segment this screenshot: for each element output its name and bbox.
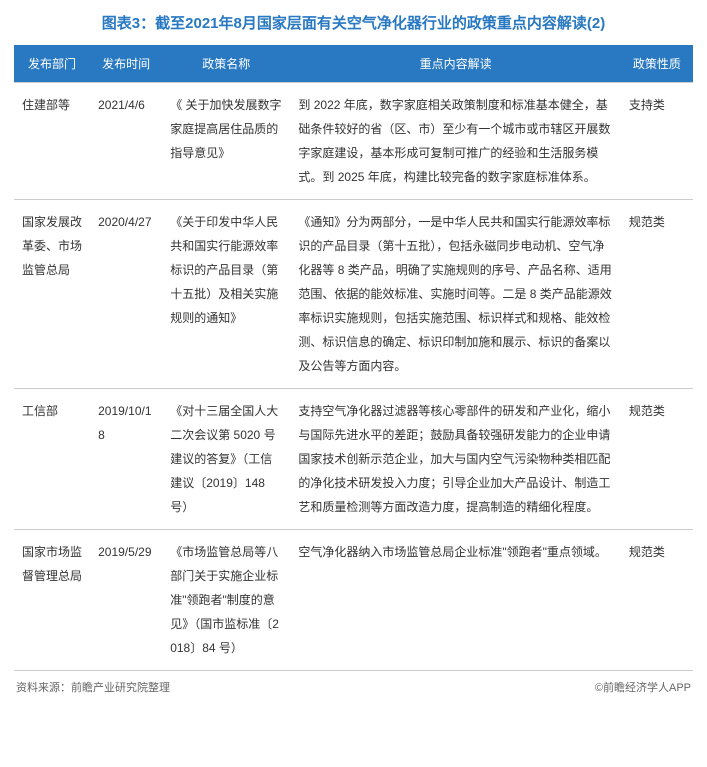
- col-header-date: 发布时间: [90, 45, 162, 83]
- footer: 资料来源：前瞻产业研究院整理 ©前瞻经济学人APP: [14, 679, 693, 695]
- source-text: 资料来源：前瞻产业研究院整理: [16, 679, 170, 695]
- table-header-row: 发布部门 发布时间 政策名称 重点内容解读 政策性质: [14, 45, 693, 83]
- col-header-name: 政策名称: [162, 45, 290, 83]
- cell-date: 2020/4/27: [90, 200, 162, 389]
- col-header-nature: 政策性质: [621, 45, 693, 83]
- cell-nature: 规范类: [621, 200, 693, 389]
- policy-table: 发布部门 发布时间 政策名称 重点内容解读 政策性质 住建部等 2021/4/6…: [14, 45, 693, 671]
- cell-nature: 支持类: [621, 83, 693, 200]
- table-row: 国家市场监督管理总局 2019/5/29 《市场监管总局等八部门关于实施企业标准…: [14, 530, 693, 671]
- cell-name: 《关于印发中华人民共和国实行能源效率标识的产品目录（第十五批）及相关实施规则的通…: [162, 200, 290, 389]
- cell-date: 2021/4/6: [90, 83, 162, 200]
- cell-date: 2019/10/18: [90, 389, 162, 530]
- cell-nature: 规范类: [621, 530, 693, 671]
- chart-title: 图表3：截至2021年8月国家层面有关空气净化器行业的政策重点内容解读(2): [14, 12, 693, 33]
- cell-nature: 规范类: [621, 389, 693, 530]
- cell-dept: 国家市场监督管理总局: [14, 530, 90, 671]
- cell-dept: 工信部: [14, 389, 90, 530]
- col-header-dept: 发布部门: [14, 45, 90, 83]
- cell-name: 《 关于加快发展数字家庭提高居住品质的指导意见》: [162, 83, 290, 200]
- credit-text: ©前瞻经济学人APP: [595, 679, 691, 695]
- cell-dept: 国家发展改革委、市场监管总局: [14, 200, 90, 389]
- cell-date: 2019/5/29: [90, 530, 162, 671]
- col-header-content: 重点内容解读: [290, 45, 620, 83]
- cell-content: 到 2022 年底，数字家庭相关政策制度和标准基本健全，基础条件较好的省（区、市…: [290, 83, 620, 200]
- table-row: 住建部等 2021/4/6 《 关于加快发展数字家庭提高居住品质的指导意见》 到…: [14, 83, 693, 200]
- cell-content: 《通知》分为两部分，一是中华人民共和国实行能源效率标识的产品目录（第十五批），包…: [290, 200, 620, 389]
- cell-dept: 住建部等: [14, 83, 90, 200]
- table-row: 工信部 2019/10/18 《对十三届全国人大二次会议第 5020 号建议的答…: [14, 389, 693, 530]
- cell-name: 《市场监管总局等八部门关于实施企业标准"领跑者"制度的意见》（国市监标准〔201…: [162, 530, 290, 671]
- cell-content: 空气净化器纳入市场监管总局企业标准"领跑者"重点领域。: [290, 530, 620, 671]
- table-row: 国家发展改革委、市场监管总局 2020/4/27 《关于印发中华人民共和国实行能…: [14, 200, 693, 389]
- cell-name: 《对十三届全国人大二次会议第 5020 号建议的答复》（工信建议〔2019〕14…: [162, 389, 290, 530]
- cell-content: 支持空气净化器过滤器等核心零部件的研发和产业化，缩小与国际先进水平的差距；鼓励具…: [290, 389, 620, 530]
